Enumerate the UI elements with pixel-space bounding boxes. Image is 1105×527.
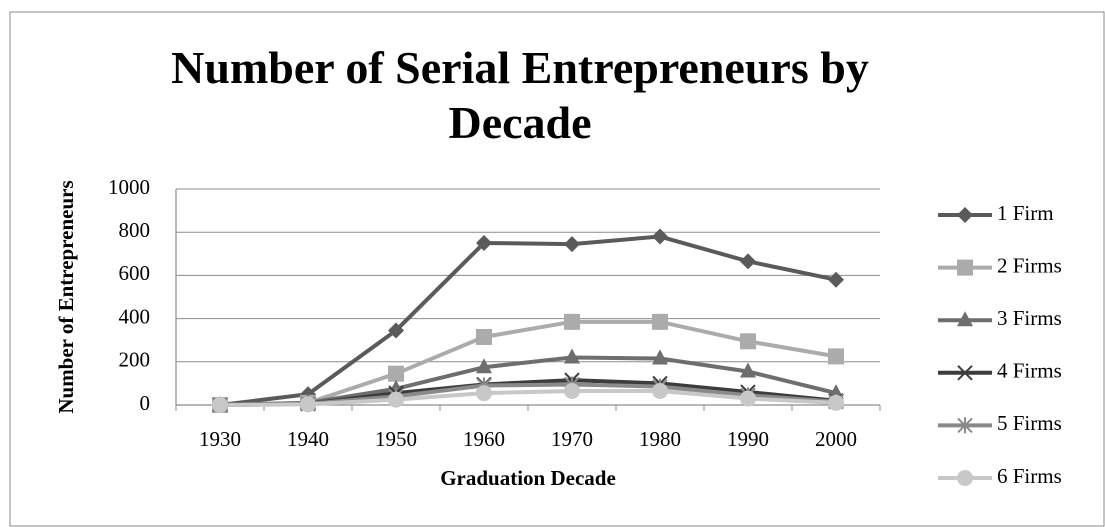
legend-marker [957, 365, 973, 381]
marker [652, 228, 668, 245]
legend-label: 6 Firms [997, 464, 1062, 488]
y-tick-label: 400 [119, 304, 151, 328]
marker [652, 349, 668, 365]
line [219, 234, 837, 407]
marker [388, 322, 404, 339]
marker [564, 348, 580, 364]
x-tick-label: 2000 [815, 427, 857, 451]
marker [476, 385, 492, 402]
x-tick-label: 1980 [639, 427, 681, 451]
line [219, 388, 837, 407]
y-tick-label: 800 [119, 218, 151, 242]
marker [564, 313, 580, 330]
marker [828, 394, 844, 411]
legend-marker [957, 207, 973, 223]
marker [828, 348, 844, 365]
legend-label: 2 Firms [997, 253, 1062, 277]
y-axis-label: Number of Entrepreneurs [54, 180, 78, 413]
x-tick-label: 1940 [287, 427, 329, 451]
legend-marker [957, 259, 973, 276]
y-tick-label: 0 [140, 391, 151, 415]
y-tick-label: 200 [119, 348, 151, 372]
marker [652, 382, 668, 399]
legend-label: 4 Firms [997, 359, 1062, 383]
marker [388, 391, 404, 408]
legend-label: 5 Firms [997, 411, 1062, 435]
x-tick-label: 1990 [727, 427, 769, 451]
legend-marker [957, 311, 973, 327]
chart-title: Number of Serial Entrepreneurs by Decade [171, 42, 869, 148]
marker [476, 235, 492, 251]
marker [828, 271, 844, 288]
legend-marker [957, 417, 973, 434]
marker [300, 396, 316, 413]
legend-label: 1 Firm [997, 201, 1054, 225]
marker [388, 365, 404, 382]
x-tick-label: 1930 [199, 427, 241, 451]
line [219, 319, 837, 407]
x-tick-label: 1950 [375, 427, 417, 451]
y-tick-label: 1000 [108, 175, 150, 199]
x-tick-label: 1960 [463, 427, 505, 451]
marker [564, 382, 580, 399]
marker [740, 390, 756, 407]
marker [652, 313, 668, 330]
marker [740, 362, 756, 378]
x-tick-label: 1970 [551, 427, 593, 451]
marker [476, 358, 492, 374]
y-tick-label: 600 [119, 261, 151, 285]
series [212, 382, 844, 413]
chart-border [9, 11, 1105, 527]
marker [564, 236, 580, 253]
marker [212, 397, 228, 413]
x-axis-label: Graduation Decade [440, 466, 616, 490]
legend-marker [957, 470, 973, 486]
marker [476, 328, 492, 345]
marker [740, 333, 756, 350]
legend-label: 3 Firms [997, 306, 1062, 330]
marker [740, 253, 756, 270]
